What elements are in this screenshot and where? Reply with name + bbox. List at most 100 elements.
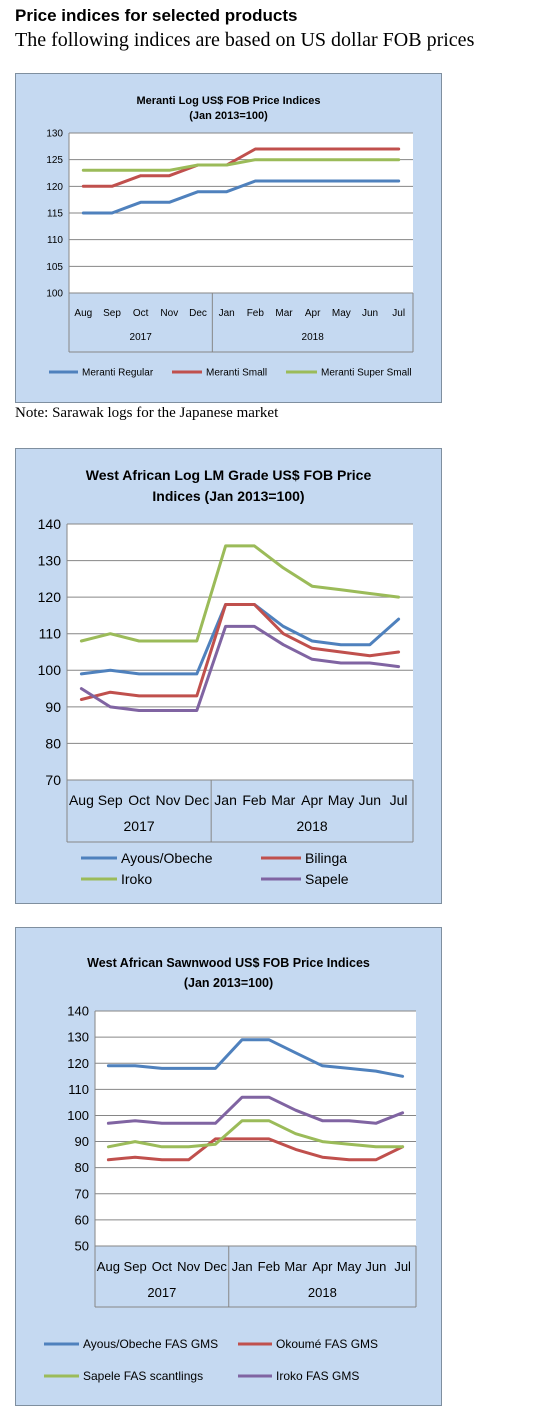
x-tick-label: Aug: [74, 308, 92, 319]
y-tick-label: 125: [46, 155, 63, 166]
chart-plot: 50 60 70 80 90 100 110 120 130 140 Aug Sep Oct Nov Dec…: [44, 1004, 417, 1383]
series-line-okoum-fas-gms: [106, 1137, 405, 1162]
x-tick-label: Dec: [184, 792, 209, 808]
meranti-log-chart: Meranti Log US$ FOB Price Indices (Jan 2…: [15, 73, 442, 403]
legend-label: Ayous/Obeche: [121, 850, 213, 866]
y-tick-label: 60: [75, 1212, 89, 1227]
x-tick-label: Feb: [247, 308, 265, 319]
chart-plot: 100 105 110 115 120 125 130 Aug Sep Oct Nov Dec Jan F…: [46, 129, 414, 379]
y-tick-label: 100: [67, 1108, 89, 1123]
x-tick-label: Feb: [258, 1259, 280, 1274]
x-tick-label: Jul: [394, 1259, 411, 1274]
west-african-log-chart: West African Log LM Grade US$ FOB Price …: [15, 448, 442, 904]
legend-label: Okoumé FAS GMS: [276, 1337, 378, 1351]
series-line-ayous-obeche-fas-gms: [106, 1038, 405, 1078]
x-tick-label: Jan: [219, 308, 235, 319]
x-tick-label: Sep: [98, 792, 123, 808]
x-tick-label: Apr: [312, 1259, 333, 1274]
y-tick-label: 140: [67, 1004, 89, 1019]
legend-label: Sapele FAS scantlings: [83, 1369, 203, 1383]
x-tick-label: Apr: [301, 792, 323, 808]
x-tick-label: Jun: [365, 1259, 386, 1274]
x-tick-label: Feb: [242, 792, 266, 808]
y-tick-label: 90: [45, 699, 61, 715]
x-tick-label: Dec: [204, 1259, 228, 1274]
series-line-iroko-fas-gms: [106, 1095, 405, 1125]
chart-title: West African Log LM Grade US$ FOB Price …: [16, 465, 441, 507]
x-tick-label: Mar: [271, 792, 295, 808]
y-tick-label: 120: [38, 589, 62, 605]
x-tick-label: Apr: [305, 308, 321, 319]
series-line-meranti-super-small: [81, 158, 401, 172]
y-tick-label: 70: [75, 1186, 89, 1201]
x-tick-label: Nov: [155, 792, 180, 808]
legend-label: Meranti Small: [206, 368, 267, 379]
x-tick-label: Mar: [275, 308, 293, 319]
y-tick-label: 120: [67, 1056, 89, 1071]
y-tick-label: 130: [38, 552, 62, 568]
x-tick-label: Jun: [358, 792, 381, 808]
series-line-iroko: [79, 544, 401, 643]
legend-label: Iroko FAS GMS: [276, 1369, 359, 1383]
plot-area: [95, 1011, 416, 1246]
legend-label: Bilinga: [305, 850, 347, 866]
year-label: 2018: [302, 332, 325, 343]
y-tick-label: 90: [75, 1134, 89, 1149]
legend-label: Ayous/Obeche FAS GMS: [83, 1337, 218, 1351]
x-tick-label: Jul: [392, 308, 405, 319]
chart-title-line1: West African Sawnwood US$ FOB Price Indi…: [87, 956, 370, 970]
y-tick-label: 115: [47, 209, 63, 220]
chart-title: West African Sawnwood US$ FOB Price Indi…: [16, 953, 441, 993]
x-tick-label: Jan: [232, 1259, 253, 1274]
x-tick-label: Nov: [160, 308, 178, 319]
chart-note: Note: Sarawak logs for the Japanese mark…: [15, 405, 279, 421]
year-label: 2018: [308, 1285, 337, 1300]
y-tick-label: 105: [46, 262, 63, 273]
x-tick-label: Nov: [177, 1259, 201, 1274]
y-tick-label: 110: [68, 1082, 89, 1097]
page-heading: Price indices for selected products: [15, 6, 298, 25]
x-tick-label: Dec: [189, 308, 207, 319]
x-tick-label: Mar: [284, 1259, 307, 1274]
series-line-sapele: [79, 624, 401, 712]
y-tick-label: 80: [45, 735, 61, 751]
series-line-bilinga: [79, 603, 401, 701]
series-line-sapele-fas-scantlings: [106, 1119, 405, 1149]
chart-title: Meranti Log US$ FOB Price Indices (Jan 2…: [16, 94, 441, 124]
chart-title-line2: (Jan 2013=100): [183, 976, 274, 990]
x-tick-label: May: [332, 308, 351, 319]
year-label: 2017: [124, 818, 155, 834]
chart-plot: 70 80 90 100 110 120 130 140 Aug Sep Oct Nov Dec Jan F…: [38, 516, 414, 887]
x-tick-label: Jun: [362, 308, 378, 319]
year-label: 2018: [297, 818, 328, 834]
y-tick-label: 130: [67, 1030, 89, 1045]
y-tick-label: 50: [75, 1239, 89, 1254]
y-tick-label: 130: [46, 129, 63, 140]
plot-area: [67, 524, 413, 780]
legend-label: Meranti Super Small: [321, 368, 412, 379]
west-african-sawnwood-chart: West African Sawnwood US$ FOB Price Indi…: [15, 927, 442, 1406]
legend-label: Iroko: [121, 871, 152, 887]
series-line-meranti-regular: [81, 179, 401, 215]
chart-title-line2: Indices (Jan 2013=100): [152, 488, 305, 504]
x-tick-label: Sep: [103, 308, 121, 319]
x-tick-label: Aug: [97, 1259, 120, 1274]
chart-title-line2: (Jan 2013=100): [189, 110, 268, 122]
year-label: 2017: [147, 1285, 176, 1300]
y-tick-label: 110: [39, 626, 62, 642]
y-tick-label: 70: [45, 772, 61, 788]
x-tick-label: Jul: [390, 792, 408, 808]
page-subheading: The following indices are based on US do…: [15, 29, 475, 51]
chart-title-line1: Meranti Log US$ FOB Price Indices: [136, 95, 321, 107]
x-tick-label: May: [337, 1259, 362, 1274]
y-tick-label: 100: [46, 289, 63, 300]
x-tick-label: Aug: [69, 792, 94, 808]
legend-label: Sapele: [305, 871, 349, 887]
x-tick-label: Oct: [133, 308, 149, 319]
x-tick-label: Oct: [128, 792, 150, 808]
legend-label: Meranti Regular: [82, 368, 154, 379]
x-tick-label: Jan: [214, 792, 237, 808]
x-tick-label: May: [328, 792, 354, 808]
year-label: 2017: [130, 332, 153, 343]
series-line-meranti-small: [81, 147, 401, 188]
